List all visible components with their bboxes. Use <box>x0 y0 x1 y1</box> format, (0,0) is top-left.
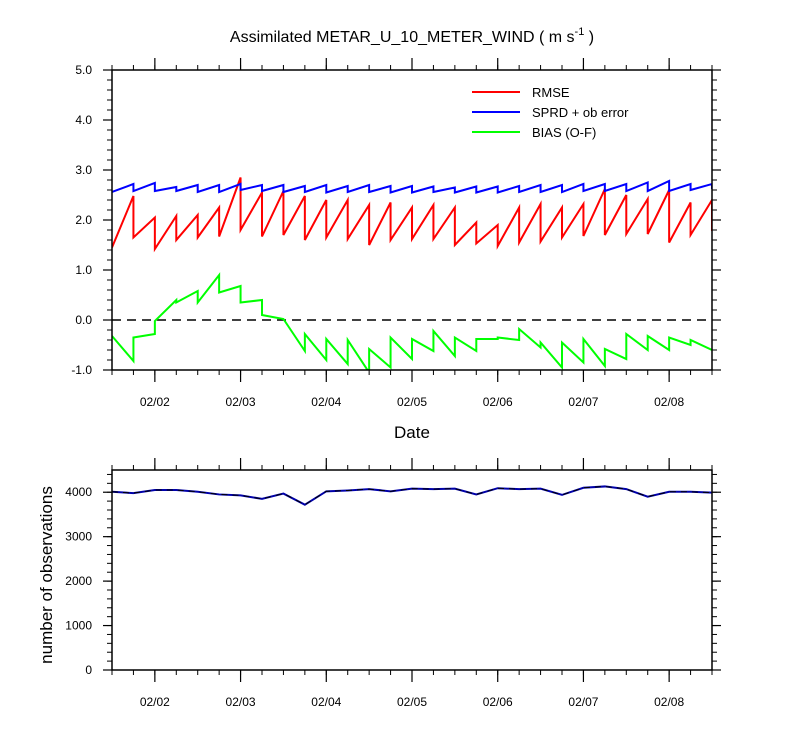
y-tick-label: 2.0 <box>75 213 92 227</box>
y-tick-label: 4000 <box>65 485 92 499</box>
x-tick-label: 02/04 <box>311 395 341 409</box>
x-tick-label: 02/05 <box>397 695 427 709</box>
y-tick-label: 1000 <box>65 619 92 633</box>
legend-entry-label: BIAS (O-F) <box>532 125 596 140</box>
top-chart-panel: Assimilated METAR_U_10_METER_WIND ( m s-… <box>71 26 721 442</box>
x-tick-label: 02/07 <box>568 695 598 709</box>
series-line-overlay <box>112 485 712 506</box>
y-tick-label: 3.0 <box>75 163 92 177</box>
series-line-sprd-ob-error <box>112 179 712 194</box>
bottom-y-axis-label: number of observations <box>37 486 56 664</box>
y-tick-label: 2000 <box>65 574 92 588</box>
x-tick-label: 02/03 <box>226 395 256 409</box>
x-tick-label: 02/02 <box>140 395 170 409</box>
x-tick-label: 02/06 <box>483 695 513 709</box>
x-tick-label: 02/08 <box>654 695 684 709</box>
bottom-chart-panel: 0 1000 2000 3000 4000 02/02 02/03 02/04 02/05 02/… <box>37 458 721 709</box>
series-line-observations <box>112 485 712 506</box>
legend: RMSE SPRD + ob error BIAS (O-F) <box>472 85 629 140</box>
bottom-plot-frame <box>111 469 713 671</box>
x-tick-label: 02/02 <box>140 695 170 709</box>
series-line-rmse <box>112 177 712 253</box>
legend-entry-label: SPRD + ob error <box>532 105 629 120</box>
x-tick-label: 02/07 <box>568 395 598 409</box>
y-tick-label: -1.0 <box>71 363 92 377</box>
chart-title: Assimilated METAR_U_10_METER_WIND ( m s-… <box>230 26 594 46</box>
y-tick-label: 0.0 <box>75 313 92 327</box>
top-x-axis-label: Date <box>394 423 430 442</box>
x-tick-label: 02/05 <box>397 395 427 409</box>
series-line-bias-o-f <box>112 272 712 370</box>
legend-entry-label: RMSE <box>532 85 570 100</box>
x-tick-label: 02/08 <box>654 395 684 409</box>
y-tick-label: 0 <box>85 663 92 677</box>
x-tick-label: 02/04 <box>311 695 341 709</box>
y-tick-label: 3000 <box>65 530 92 544</box>
y-tick-label: 1.0 <box>75 263 92 277</box>
y-tick-label: 4.0 <box>75 113 92 127</box>
x-tick-label: 02/03 <box>226 695 256 709</box>
x-tick-label: 02/06 <box>483 395 513 409</box>
y-tick-label: 5.0 <box>75 63 92 77</box>
